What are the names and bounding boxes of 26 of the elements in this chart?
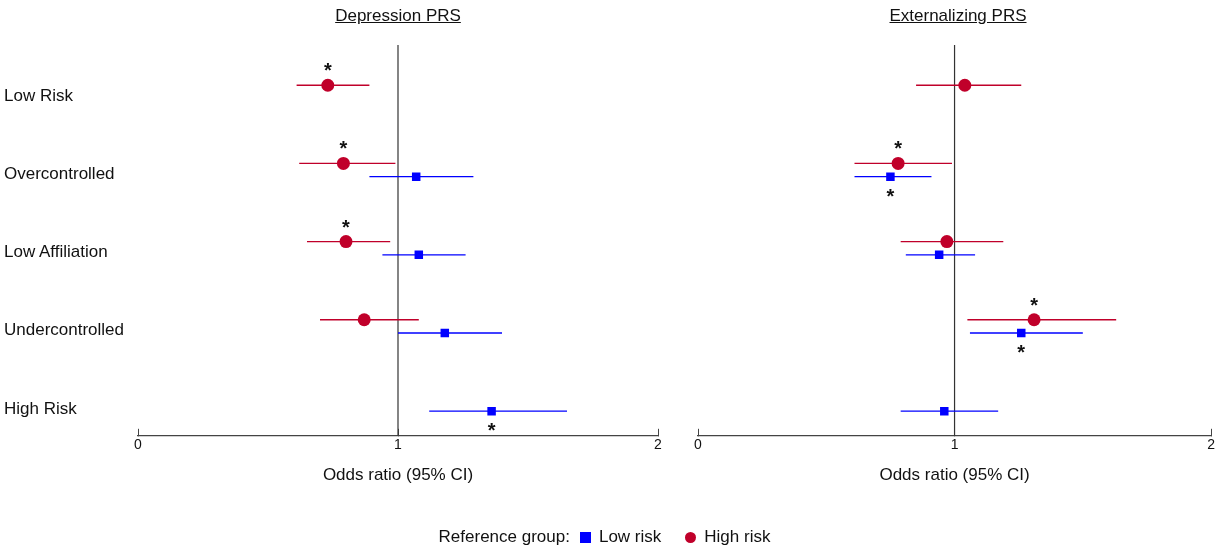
annotation: *	[323, 59, 332, 82]
x-tick-label: 1	[950, 436, 959, 453]
annotation: *	[886, 184, 895, 207]
y-tick-label: Low Affiliation	[4, 242, 108, 263]
annotation: *	[894, 137, 903, 160]
annotation: *	[342, 215, 351, 238]
annotation: *	[487, 419, 496, 442]
x-tick-label: 0	[134, 436, 143, 453]
x-tick-label: 1	[394, 436, 403, 453]
x-tick-label: 0	[694, 436, 703, 453]
chart-title: Externalizing PRS	[889, 6, 1027, 26]
y-tick-label: Overcontrolled	[4, 164, 115, 185]
x-tick-label: 2	[1207, 436, 1216, 453]
chart-title: Depression PRS	[335, 6, 461, 26]
y-tick-label: Undercontrolled	[4, 320, 125, 341]
y-tick-label: Low Risk	[4, 85, 73, 106]
annotation: *	[1017, 341, 1026, 364]
y-tick-label: High Risk	[4, 398, 77, 419]
annotation: *	[339, 137, 348, 160]
x-axis-title: Odds ratio (95% CI)	[879, 465, 1030, 485]
legend-label: High risk	[704, 527, 771, 546]
annotation: *	[1030, 293, 1039, 316]
x-tick-label: 2	[654, 436, 663, 453]
legend-label: Low risk	[598, 527, 662, 546]
legend-title: Reference group:	[438, 527, 570, 546]
x-axis-title: Odds ratio (95% CI)	[322, 465, 474, 485]
